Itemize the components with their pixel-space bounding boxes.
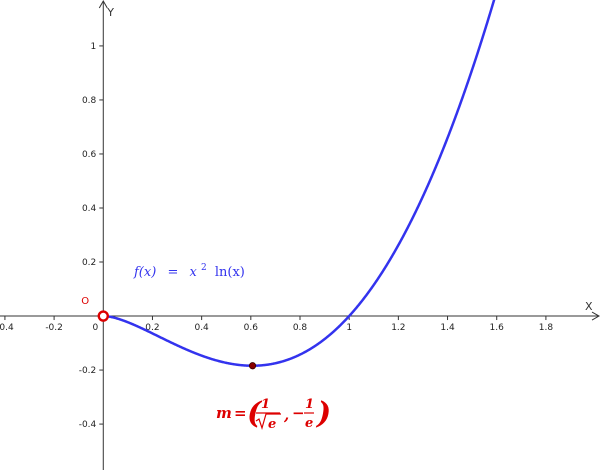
m-name: m bbox=[216, 404, 232, 422]
y-tick-label: 0.8 bbox=[82, 96, 97, 106]
y-tick-label: -0.2 bbox=[79, 366, 97, 376]
m-radicand: e bbox=[268, 417, 276, 432]
y-tick-label: 0.4 bbox=[82, 204, 97, 214]
m-minus: − bbox=[292, 404, 305, 422]
y-ticks: -0.4 -0.2 0.2 0.4 0.6 0.8 1 bbox=[79, 42, 104, 430]
x-tick-label: 1.2 bbox=[391, 323, 405, 333]
x-axis-label: X bbox=[585, 300, 593, 313]
m-sqrt-sign bbox=[255, 413, 281, 431]
function-exponent: 2 bbox=[201, 263, 207, 273]
m-open-paren: ( bbox=[247, 396, 263, 431]
minimum-point[interactable] bbox=[248, 362, 257, 370]
y-tick-label: 0.2 bbox=[82, 258, 96, 268]
x-tick-label: 1.4 bbox=[440, 323, 455, 333]
y-tick-label: 1 bbox=[91, 42, 97, 52]
x-tick-label: -0.4 bbox=[0, 323, 14, 333]
x-tick-label: 1 bbox=[346, 323, 352, 333]
m-denominator-2: e bbox=[305, 416, 313, 431]
m-close-paren: ) bbox=[315, 396, 331, 431]
x-tick-label: 0.6 bbox=[244, 323, 259, 333]
origin-point[interactable] bbox=[97, 310, 109, 322]
x-tick-label: -0.2 bbox=[45, 323, 63, 333]
y-axis-arrow-icon bbox=[98, 0, 108, 9]
m-equals: = bbox=[234, 404, 247, 422]
function-lhs: f(x) bbox=[133, 265, 156, 280]
x-tick-label: 0.8 bbox=[293, 323, 308, 333]
x-tick-label: 0 bbox=[93, 323, 99, 333]
function-curve[interactable] bbox=[102, 0, 497, 367]
m-numerator-2: 1 bbox=[305, 397, 314, 412]
y-tick-label: -0.4 bbox=[79, 420, 97, 430]
m-comma: , bbox=[283, 406, 289, 424]
x-tick-label: 1.6 bbox=[490, 323, 505, 333]
function-label: f(x) = x 2 ln(x) bbox=[133, 259, 245, 280]
function-equals: = bbox=[167, 265, 178, 280]
m-numerator-1: 1 bbox=[261, 397, 270, 412]
x-tick-label: 1.8 bbox=[539, 323, 554, 333]
function-base: x bbox=[189, 265, 197, 280]
x-ticks: -0.4 -0.2 0 0.2 0.4 0.6 0.8 1 1.2 1.4 1.6 1.8 bbox=[0, 316, 553, 333]
function-ln: ln(x) bbox=[215, 265, 245, 280]
origin-point-label: O bbox=[81, 296, 89, 307]
x-tick-label: 0.2 bbox=[145, 323, 159, 333]
y-tick-label: 0.6 bbox=[82, 150, 97, 160]
minimum-point-label: m = ( 1 e , − 1 e ) bbox=[216, 396, 331, 432]
x-tick-label: 0.4 bbox=[194, 323, 209, 333]
y-axis-label: Y bbox=[106, 6, 114, 19]
x-axis-arrow-icon bbox=[591, 311, 600, 321]
